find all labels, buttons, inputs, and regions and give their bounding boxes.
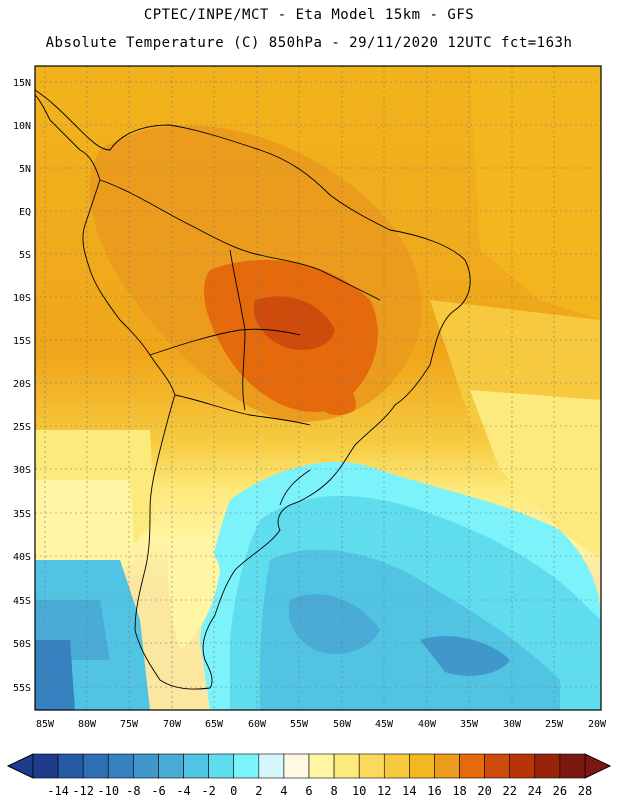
- lat-label: 35S: [13, 509, 31, 520]
- colorbar-label: 28: [578, 784, 592, 798]
- colorbar-label: 6: [305, 784, 312, 798]
- colorbar-cell: [258, 753, 285, 779]
- colorbar-label: 22: [503, 784, 517, 798]
- colorbar-cell: [32, 753, 59, 779]
- lat-label: 55S: [13, 683, 31, 694]
- lat-label: 25S: [13, 422, 31, 433]
- colorbar-label: 18: [452, 784, 466, 798]
- colorbar-label: 24: [528, 784, 542, 798]
- colorbar-labels: -14 -12 -10 -8 -6 -4 -2 0 2 4 6 8 10 12 14 16 18 20 22 24 26…: [47, 784, 592, 798]
- temperature-field: [35, 66, 601, 710]
- longitude-axis: 85W 80W 75W 70W 65W 60W 55W 50W 45W 40W …: [36, 719, 607, 730]
- colorbar-label: -10: [97, 784, 119, 798]
- colorbar-cell: [158, 753, 184, 779]
- lon-label: 35W: [460, 719, 479, 730]
- colorbar-label: 12: [377, 784, 391, 798]
- lon-label: 85W: [36, 719, 55, 730]
- colorbar-high-arrow: [584, 753, 612, 779]
- lon-label: 60W: [248, 719, 267, 730]
- colorbar-cell: [434, 753, 460, 779]
- colorbar-label: 14: [402, 784, 416, 798]
- colorbar-cells: [32, 753, 586, 779]
- colorbar-cell: [107, 753, 134, 779]
- colorbar-label: -8: [126, 784, 140, 798]
- colorbar-label: -14: [47, 784, 69, 798]
- colorbar-cell: [509, 753, 536, 779]
- map-title: CPTEC/INPE/MCT - Eta Model 15km - GFS: [143, 7, 475, 23]
- colorbar-cell: [383, 753, 410, 779]
- colorbar-label: -4: [176, 784, 190, 798]
- lon-label: 45W: [375, 719, 394, 730]
- lat-label: EQ: [19, 207, 31, 218]
- lat-label: 5S: [19, 250, 31, 261]
- lon-label: 80W: [78, 719, 97, 730]
- lat-label: 5N: [19, 164, 31, 175]
- map-subtitle: Absolute Temperature (C) 850hPa - 29/11/…: [45, 35, 573, 51]
- lon-label: 20W: [588, 719, 607, 730]
- colorbar-cell: [283, 753, 310, 779]
- colorbar-cell: [459, 753, 485, 779]
- colorbar-cell: [534, 753, 561, 779]
- colorbar-cell: [484, 753, 511, 779]
- lat-label: 30S: [13, 465, 31, 476]
- map-frame: [34, 65, 602, 711]
- lat-label: 10S: [13, 293, 31, 304]
- colorbar-label: 4: [280, 784, 287, 798]
- colorbar-cell: [183, 753, 209, 779]
- lat-label: 40S: [13, 552, 31, 563]
- colorbar-cell: [233, 753, 260, 779]
- colorbar-cell: [333, 753, 360, 779]
- colorbar-cell: [133, 753, 159, 779]
- colorbar-label: 8: [330, 784, 337, 798]
- colorbar-low-arrow: [6, 753, 34, 779]
- lon-label: 70W: [163, 719, 182, 730]
- lat-label: 50S: [13, 639, 31, 650]
- colorbar-cell: [57, 753, 84, 779]
- lat-label: 10N: [13, 121, 31, 132]
- lat-label: 45S: [13, 596, 31, 607]
- colorbar-cell: [308, 753, 335, 779]
- colorbar: -14 -12 -10 -8 -6 -4 -2 0 2 4 6 8 10 12 14 16 18 20 22 24 26…: [6, 753, 612, 798]
- lon-label: 65W: [205, 719, 224, 730]
- lon-label: 25W: [545, 719, 564, 730]
- colorbar-cell: [208, 753, 235, 779]
- colorbar-cell: [409, 753, 435, 779]
- lon-label: 40W: [418, 719, 437, 730]
- lon-label: 50W: [333, 719, 352, 730]
- colorbar-label: -12: [72, 784, 94, 798]
- colorbar-label: -2: [201, 784, 215, 798]
- lat-label: 15N: [13, 78, 31, 89]
- colorbar-cell: [82, 753, 109, 779]
- coastlines: [35, 89, 471, 690]
- colorbar-cell: [358, 753, 385, 779]
- colorbar-label: 10: [352, 784, 366, 798]
- colorbar-label: 20: [477, 784, 491, 798]
- colorbar-label: 26: [553, 784, 567, 798]
- lat-label: 15S: [13, 336, 31, 347]
- colorbar-label: -6: [151, 784, 165, 798]
- lon-label: 55W: [290, 719, 309, 730]
- lat-label: 20S: [13, 379, 31, 390]
- latitude-axis: 15N 10N 5N EQ 5S 10S 15S 20S 25S 30S 35S…: [13, 78, 31, 694]
- colorbar-label: 2: [255, 784, 262, 798]
- lon-label: 30W: [503, 719, 522, 730]
- colorbar-label: 16: [427, 784, 441, 798]
- colorbar-cell: [559, 753, 586, 779]
- graticule: [35, 66, 601, 710]
- colorbar-label: 0: [230, 784, 237, 798]
- lon-label: 75W: [120, 719, 139, 730]
